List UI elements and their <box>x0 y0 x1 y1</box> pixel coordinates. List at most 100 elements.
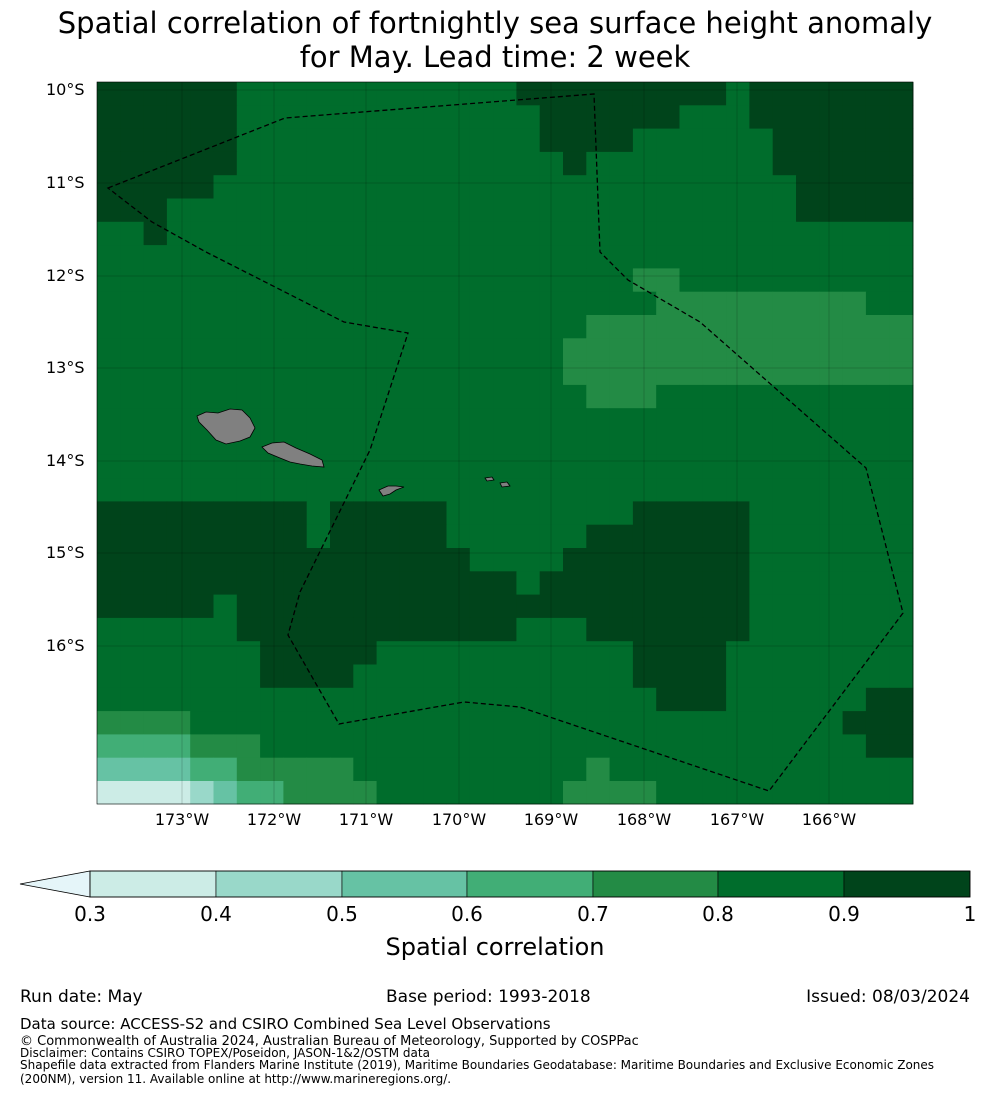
data-source: Data source: ACCESS-S2 and CSIRO Combine… <box>20 1015 551 1033</box>
grid-cell <box>353 431 377 456</box>
grid-cell <box>283 82 308 106</box>
grid-cell <box>819 594 843 619</box>
grid-cell <box>749 151 774 176</box>
grid-cell <box>516 221 541 246</box>
grid-cell <box>563 315 587 339</box>
grid-cell <box>819 431 843 456</box>
grid-cell <box>889 221 914 246</box>
grid-cell <box>702 268 727 293</box>
grid-cell <box>726 594 750 619</box>
grid-cell <box>796 757 820 782</box>
grid-cell <box>842 384 867 409</box>
grid-cell <box>796 711 820 735</box>
grid-cell <box>190 291 214 316</box>
lat-label-12s: 12°S <box>46 266 85 285</box>
grid-cell <box>842 221 867 246</box>
grid-cell <box>889 757 914 782</box>
grid-cell <box>97 687 121 712</box>
grid-cell <box>516 431 541 456</box>
grid-cell <box>819 221 843 246</box>
grid-cell <box>609 198 634 223</box>
grid-cell <box>516 315 541 339</box>
grid-cell <box>749 524 774 549</box>
grid-cell <box>609 384 634 409</box>
grid-cell <box>842 478 867 502</box>
grid-cell <box>306 687 331 712</box>
grid-cell <box>423 454 447 479</box>
grid-cell <box>889 711 914 735</box>
grid-cell <box>330 408 354 432</box>
grid-cell <box>865 641 890 665</box>
grid-cell <box>539 408 564 432</box>
grid-cell <box>656 687 680 712</box>
colorbar-bin-0.4-0.5 <box>215 870 343 898</box>
grid-cell <box>842 548 867 572</box>
grid-cell <box>236 338 261 362</box>
grid-cell <box>656 641 680 665</box>
grid-cell <box>702 361 727 386</box>
grid-cell <box>796 617 820 642</box>
grid-cell <box>120 105 144 129</box>
grid-cell <box>376 571 401 595</box>
grid-cell <box>563 524 587 549</box>
grid-cell <box>120 734 144 759</box>
grid-cell <box>819 664 843 689</box>
grid-cell <box>842 454 867 479</box>
grid-cell <box>423 384 447 409</box>
grid-cell <box>166 524 191 549</box>
grid-cell <box>842 408 867 432</box>
grid-cell <box>493 617 517 642</box>
grid-cell <box>749 338 774 362</box>
grid-cell <box>306 664 331 689</box>
grid-cell <box>796 338 820 362</box>
grid-cell <box>166 82 191 106</box>
grid-cell <box>330 105 354 129</box>
grid-cell <box>726 548 750 572</box>
grid-cell <box>399 524 424 549</box>
grid-cell <box>353 781 377 805</box>
grid-cell <box>632 757 657 782</box>
grid-cell <box>446 687 471 712</box>
grid-cell <box>236 291 261 316</box>
grid-cell <box>539 664 564 689</box>
grid-cell <box>260 198 284 223</box>
grid-cell <box>469 478 494 502</box>
grid-cell <box>353 291 377 316</box>
grid-cell <box>796 291 820 316</box>
grid-cell <box>632 548 657 572</box>
grid-cell <box>330 501 354 526</box>
grid-cell <box>213 617 238 642</box>
grid-cell <box>120 268 144 293</box>
grid-cell <box>516 361 541 386</box>
grid-cell <box>120 478 144 502</box>
grid-cell <box>330 641 354 665</box>
grid-cell <box>772 664 797 689</box>
grid-cell <box>446 478 471 502</box>
grid-cell <box>213 641 238 665</box>
grid-cell <box>889 408 914 432</box>
grid-cell <box>469 361 494 386</box>
grid-cell <box>330 268 354 293</box>
grid-cell <box>586 82 610 106</box>
grid-cell <box>97 524 121 549</box>
grid-cell <box>842 617 867 642</box>
grid-cell <box>423 501 447 526</box>
grid-cell <box>446 198 471 223</box>
grid-cell <box>97 478 121 502</box>
grid-cell <box>656 711 680 735</box>
grid-cell <box>353 338 377 362</box>
grid-cell <box>679 501 704 526</box>
grid-cell <box>120 151 144 176</box>
grid-cell <box>469 664 494 689</box>
grid-cell <box>306 105 331 129</box>
grid-cell <box>889 338 914 362</box>
grid-cell <box>679 315 704 339</box>
grid-cell <box>166 594 191 619</box>
grid-cell <box>726 454 750 479</box>
grid-cell <box>306 221 331 246</box>
grid-cell <box>726 338 750 362</box>
grid-cell <box>260 105 284 129</box>
grid-cell <box>306 757 331 782</box>
grid-cell <box>563 198 587 223</box>
grid-cell <box>842 431 867 456</box>
